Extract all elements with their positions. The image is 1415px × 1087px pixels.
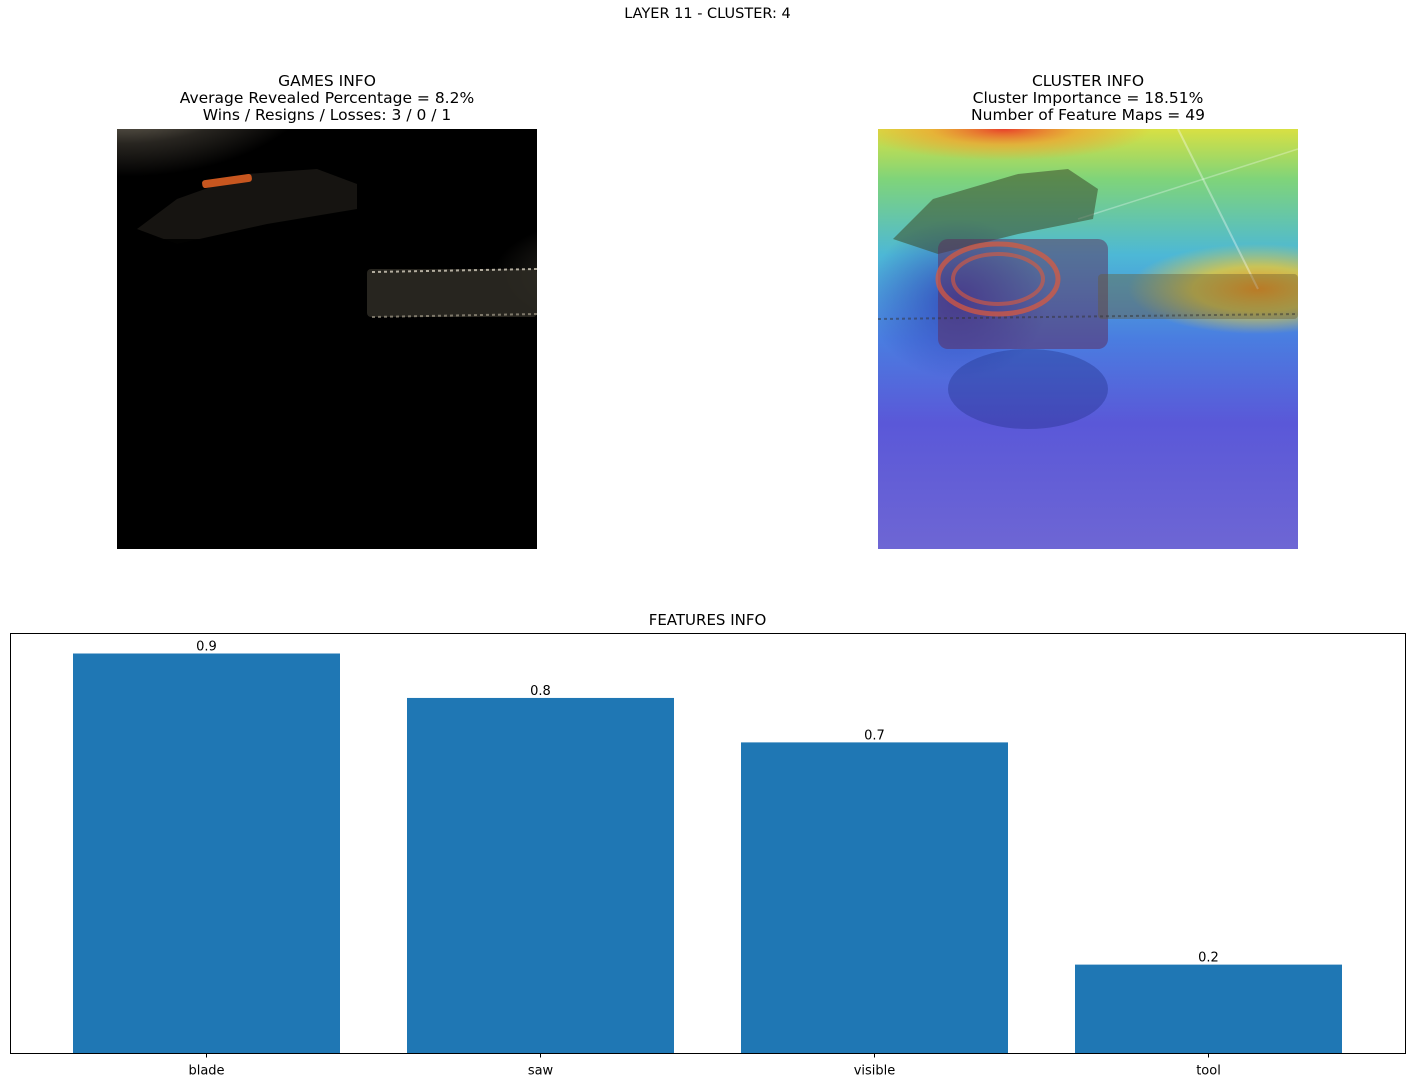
data-label-tool: 0.2: [1198, 951, 1219, 966]
data-label-saw: 0.8: [530, 684, 551, 699]
bar-blade: [73, 653, 340, 1054]
games-info-record: Wins / Resigns / Losses: 3 / 0 / 1: [202, 106, 452, 124]
x-tick-label-tool: tool: [1196, 1064, 1221, 1079]
plot-frame: [10, 633, 1406, 1054]
cluster-info-feature-maps: Number of Feature Maps = 49: [971, 106, 1205, 124]
revealed-image: [117, 129, 537, 549]
cluster-info-importance: Cluster Importance = 18.51%: [972, 89, 1204, 107]
games-info-revealed: Average Revealed Percentage = 8.2%: [179, 89, 475, 107]
bar-saw: [407, 697, 674, 1054]
bar-tool: [1075, 964, 1342, 1054]
cluster-info-title: CLUSTER INFO: [1031, 72, 1145, 90]
games-info-title: GAMES INFO: [278, 72, 376, 90]
x-tick-label-blade: blade: [188, 1064, 224, 1079]
x-tick-label-visible: visible: [854, 1064, 896, 1079]
data-label-blade: 0.9: [196, 640, 217, 655]
cluster-heatmap-image: [878, 129, 1298, 549]
bar-visible: [741, 742, 1008, 1054]
cluster-info-title-block: CLUSTER INFO Cluster Importance = 18.51%…: [868, 73, 1308, 124]
x-tick-label-saw: saw: [528, 1064, 554, 1079]
chart-title: FEATURES INFO: [648, 611, 767, 629]
games-info-title-block: GAMES INFO Average Revealed Percentage =…: [107, 73, 547, 124]
figure-title: LAYER 11 - CLUSTER: 4: [624, 6, 791, 22]
data-label-visible: 0.7: [864, 728, 885, 743]
